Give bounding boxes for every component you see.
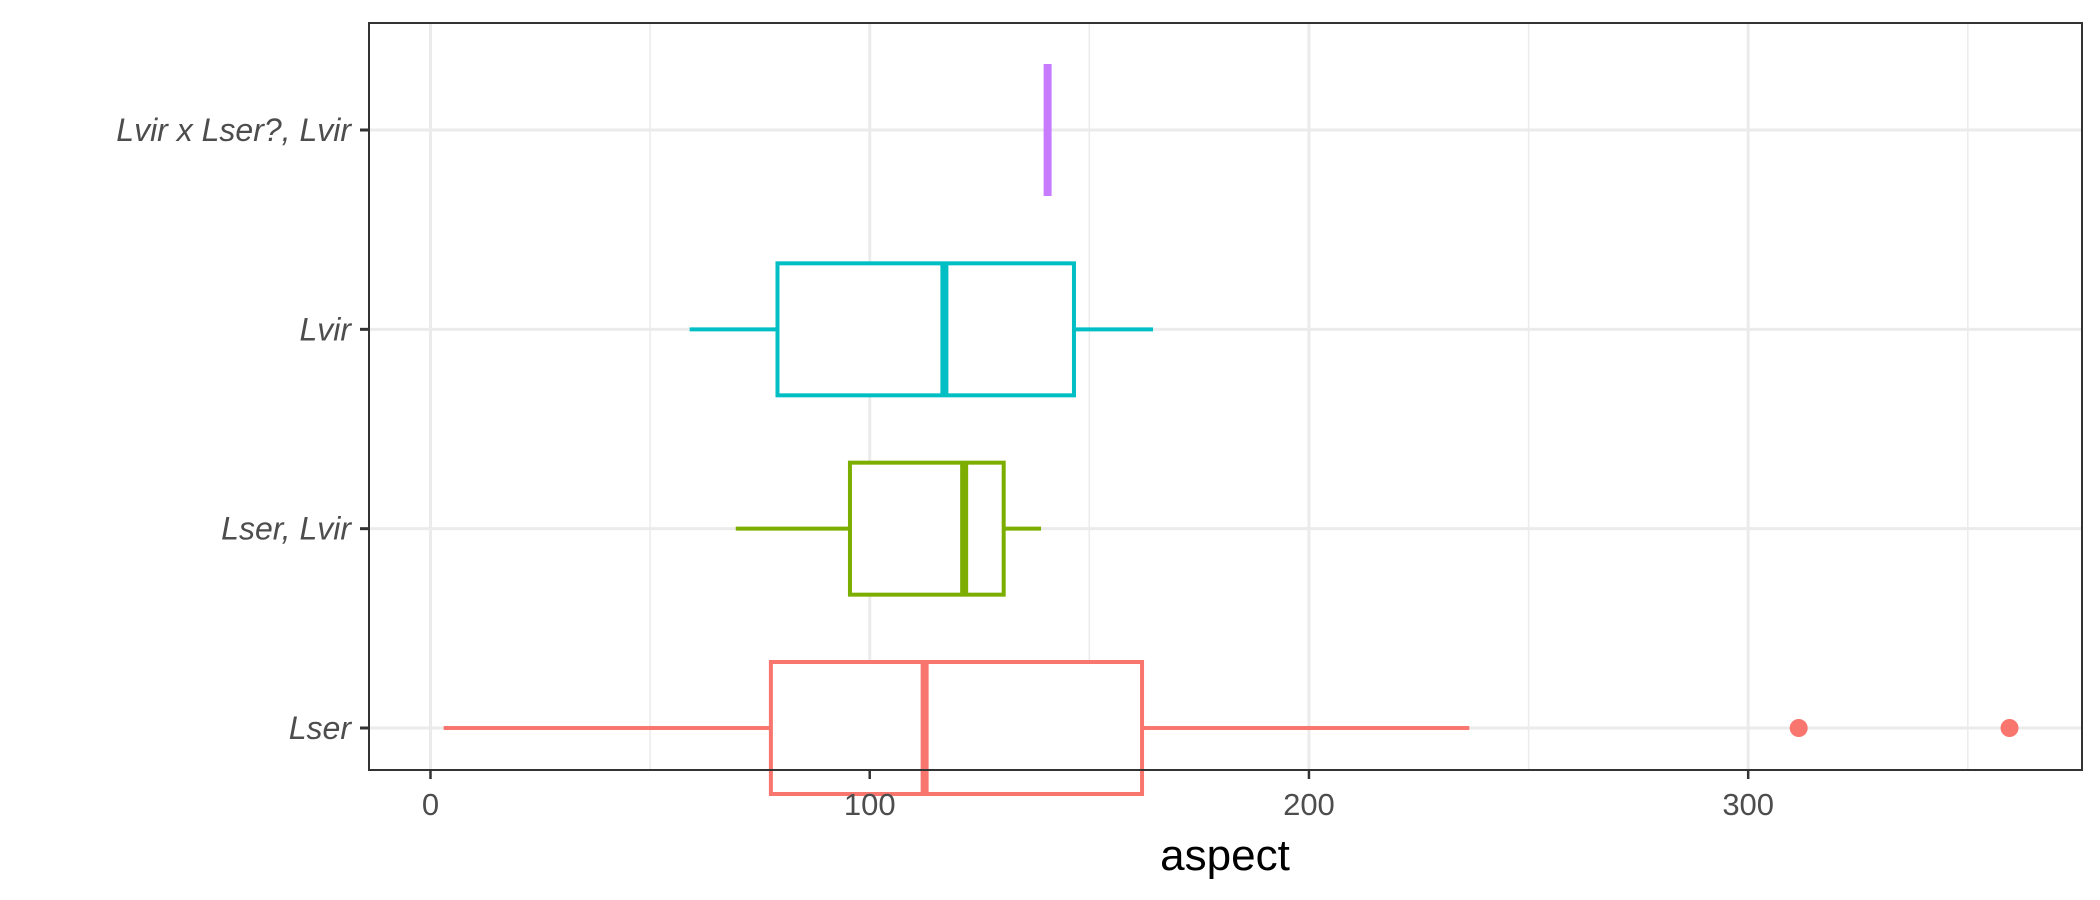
box-lser-lvir	[735, 460, 1042, 597]
x-tick-label: 300	[1722, 787, 1774, 822]
y-tick-label: Lser	[289, 710, 353, 746]
iqr-box	[775, 261, 1076, 398]
panel-background	[369, 23, 2082, 770]
x-tick-label: 200	[1283, 787, 1335, 822]
x-axis-title: aspect	[1160, 831, 1290, 880]
y-axis: Lvir x Lser?, Lvir Lvir Lser, Lvir Lser	[116, 112, 369, 746]
panel-border	[368, 22, 2083, 771]
x-tick-label: 100	[844, 787, 896, 822]
box-series	[443, 64, 2019, 796]
minor-gridlines	[649, 23, 1969, 770]
iqr-box	[768, 660, 1145, 796]
y-tick-label: Lvir x Lser?, Lvir	[116, 112, 352, 148]
box-lser	[443, 660, 2019, 796]
outlier-point	[1789, 719, 1808, 737]
y-tick-label: Lser, Lvir	[221, 511, 352, 547]
x-tick-label: 0	[422, 787, 439, 822]
y-tick-label: Lvir	[299, 311, 352, 347]
iqr-box	[847, 460, 1006, 597]
outlier-point	[2000, 719, 2019, 737]
x-axis: 0 100 200 300	[422, 770, 1774, 822]
box-lvir	[689, 261, 1154, 398]
